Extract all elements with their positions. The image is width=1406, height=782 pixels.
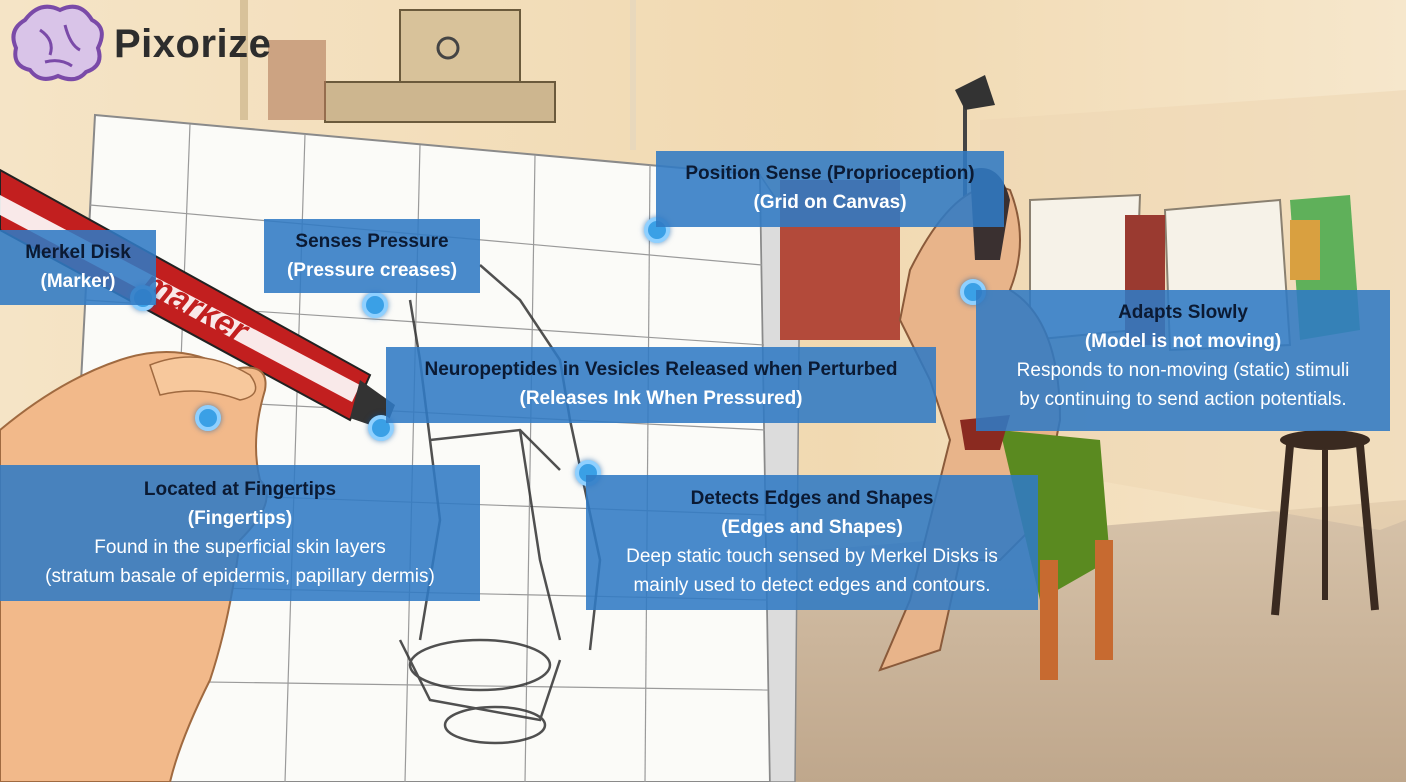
label-located-at-fingertips: Located at Fingertips (Fingertips) Found… [0, 465, 480, 601]
label-edges-sub: (Edges and Shapes) [721, 517, 903, 538]
label-detects-edges: Detects Edges and Shapes (Edges and Shap… [586, 475, 1038, 610]
label-adapts-slowly: Adapts Slowly (Model is not moving) Resp… [976, 290, 1390, 431]
label-fingertips-title: Located at Fingertips [143, 479, 337, 500]
label-pressure-sub: (Pressure creases) [286, 260, 458, 281]
label-pressure-title: Senses Pressure [295, 231, 449, 252]
label-fingertips-sub: (Fingertips) [187, 508, 293, 529]
label-position-sub: (Grid on Canvas) [753, 192, 907, 213]
label-adapts-desc-1: Responds to non-moving (static) stimuli [1016, 360, 1350, 381]
label-merkel-title: Merkel Disk [25, 242, 131, 263]
label-fingertips-desc-2: (stratum basale of epidermis, papillary … [45, 566, 435, 587]
label-position-title: Position Sense (Proprioception) [685, 163, 975, 184]
label-edges-desc-2: mainly used to detect edges and contours… [633, 575, 991, 596]
label-neuro-title: Neuropeptides in Vesicles Released when … [424, 359, 898, 380]
label-adapts-title: Adapts Slowly [1118, 302, 1248, 323]
easel-box [399, 9, 521, 91]
label-edges-desc-1: Deep static touch sensed by Merkel Disks… [626, 546, 998, 567]
label-edges-title: Detects Edges and Shapes [690, 488, 934, 509]
logo-brain-icon [11, 4, 104, 82]
label-senses-pressure: Senses Pressure (Pressure creases) [264, 219, 480, 293]
marker-dot-pressure[interactable] [362, 292, 388, 318]
logo-text: Pixorize [114, 22, 272, 66]
label-adapts-sub: (Model is not moving) [1084, 331, 1282, 352]
label-adapts-desc-2: by continuing to send action potentials. [1019, 389, 1347, 410]
marker-dot-fingertips[interactable] [195, 405, 221, 431]
label-fingertips-desc-1: Found in the superficial skin layers [94, 537, 386, 558]
label-merkel-sub: (Marker) [40, 271, 116, 292]
label-neuropeptides: Neuropeptides in Vesicles Released when … [386, 347, 936, 423]
label-position-sense: Position Sense (Proprioception) (Grid on… [656, 151, 1004, 227]
label-neuro-sub: (Releases Ink When Pressured) [519, 388, 803, 409]
label-merkel-disk: Merkel Disk (Marker) [0, 230, 156, 305]
marker-dot-neuro[interactable] [368, 415, 394, 441]
